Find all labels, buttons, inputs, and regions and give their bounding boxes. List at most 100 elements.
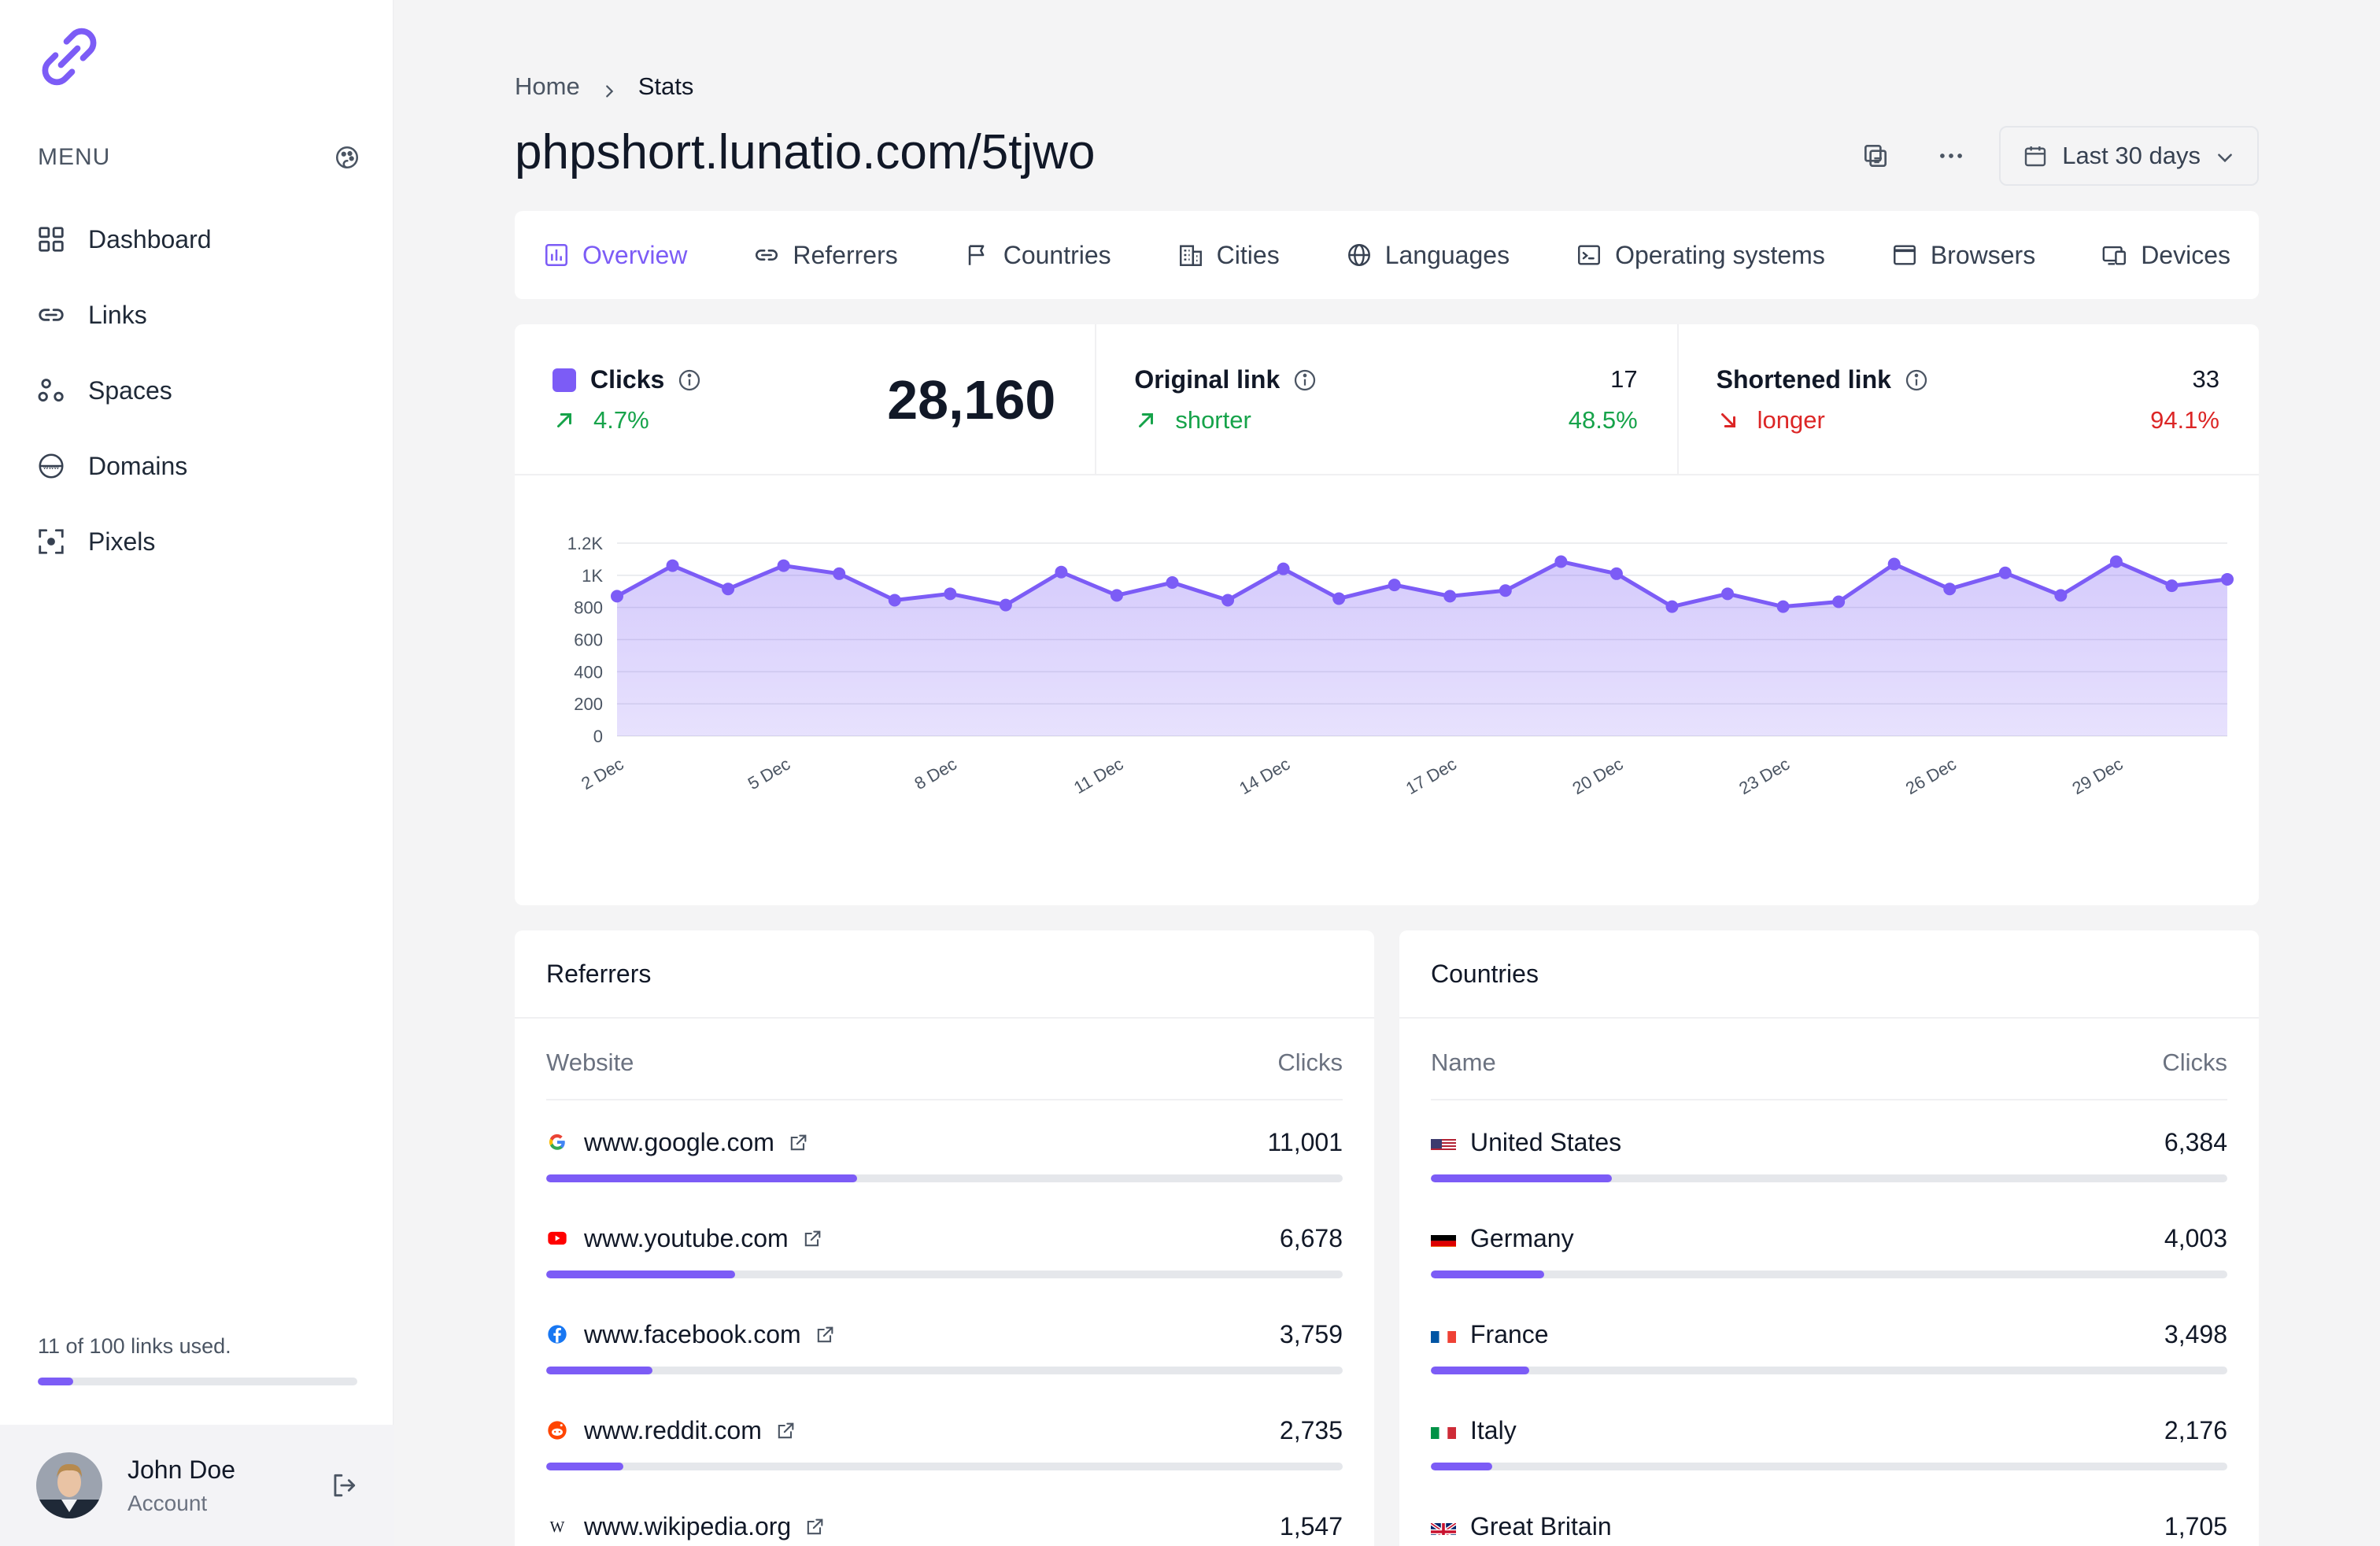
stat-delta: longer [1757,406,1825,434]
stat-delta: 4.7% [593,406,649,434]
column-header: Clicks [2162,1049,2227,1076]
list-item: Great Britain 1,705 [1431,1508,2227,1546]
grid-icon [36,224,66,254]
flag-icon [964,242,991,268]
avatar[interactable] [36,1452,102,1518]
de-flag-icon [1431,1230,1456,1247]
stat-value: 17 [1610,365,1638,393]
share-bar-fill [546,1463,624,1470]
data-point [1721,587,1735,601]
x-tick-label: 26 Dec [1902,754,1960,799]
date-range-dropdown[interactable]: Last 30 days [1999,126,2259,186]
external-link-icon[interactable] [787,1131,809,1153]
tab-overview[interactable]: Overview [543,211,687,299]
referrer-name[interactable]: www.facebook.com [584,1319,801,1348]
data-point [1166,576,1179,590]
menu-header: MENU [38,142,360,173]
external-link-icon[interactable] [774,1419,796,1441]
theme-toggle-icon[interactable] [334,144,360,171]
external-link-icon[interactable] [804,1515,826,1537]
data-point [944,587,957,601]
shortened-link-stat: Shortened link longer 33 94.1% [1679,324,2259,474]
copy-button[interactable] [1848,128,1903,183]
svg-text:www: www [42,463,60,472]
building-icon [1177,242,1204,268]
tab-countries[interactable]: Countries [964,211,1111,299]
sidebar-item-dashboard[interactable]: Dashboard [24,202,370,277]
tab-cities[interactable]: Cities [1177,211,1280,299]
logout-icon[interactable] [329,1470,359,1500]
series-color-swatch [552,368,576,392]
account-section[interactable]: John Doe Account [0,1425,394,1546]
youtube-icon [546,1227,568,1249]
y-tick-label: 1K [582,566,603,586]
x-tick-label: 29 Dec [2069,754,2127,799]
sidebar-item-links[interactable]: Links [24,277,370,353]
breadcrumb-home-link[interactable]: Home [515,72,580,100]
referrer-clicks: 2,735 [1279,1415,1343,1444]
app-logo-icon[interactable] [36,24,102,90]
referrer-name[interactable]: www.youtube.com [584,1223,789,1252]
share-bar-fill [1431,1174,1612,1182]
more-options-button[interactable] [1924,128,1979,183]
tab-label: Languages [1384,240,1510,269]
page-title: phpshort.lunatio.com/5tjwo [515,125,1096,179]
share-bar [546,1463,1343,1470]
data-point [1110,589,1123,602]
referrer-name[interactable]: www.reddit.com [584,1415,762,1444]
summary-stats: Clicks 4.7% 28,160 Original link shorter [515,324,2259,475]
referrer-clicks: 11,001 [1267,1127,1343,1156]
sidebar: MENU Dashboard Links Spaces www Domains … [0,0,394,1546]
referrer-name[interactable]: www.google.com [584,1127,774,1156]
list-item: www.google.com 11,001 [546,1124,1343,1220]
share-bar-fill [1431,1367,1530,1374]
x-tick-label: 20 Dec [1569,754,1627,799]
data-point [2221,572,2234,586]
sidebar-item-label: Domains [88,451,188,480]
calendar-icon [2023,143,2048,168]
sidebar-item-domains[interactable]: www Domains [24,428,370,504]
browser-icon [1891,242,1918,268]
country-clicks: 2,176 [2164,1415,2227,1444]
data-point [1832,595,1846,608]
tab-browsers[interactable]: Browsers [1891,211,2035,299]
tab-devices[interactable]: Devices [2101,211,2230,299]
tab-referrers[interactable]: Referrers [753,211,898,299]
tab-operating-systems[interactable]: Operating systems [1576,211,1825,299]
more-horizontal-icon [1940,153,1963,158]
data-point [2109,555,2123,568]
usage-text: 11 of 100 links used. [38,1334,231,1358]
data-point [611,590,623,603]
data-point [1499,584,1512,597]
external-link-icon[interactable] [814,1323,836,1345]
data-point [2054,589,2068,602]
info-icon[interactable] [1904,368,1929,393]
info-icon[interactable] [677,368,702,393]
referrers-list: www.google.com 11,001 www.youtube.com 6,… [546,1124,1343,1546]
data-point [833,567,846,580]
data-point [1609,567,1623,580]
info-icon[interactable] [1292,368,1318,393]
tab-label: Browsers [1930,240,2036,269]
tab-label: Referrers [793,240,898,269]
stat-delta: shorter [1175,406,1251,434]
sidebar-item-pixels[interactable]: Pixels [24,504,370,579]
x-tick-label: 5 Dec [745,754,793,793]
share-bar [1431,1174,2227,1182]
data-point [2165,579,2179,593]
data-point [1776,600,1790,613]
globe-icon [1346,242,1373,268]
stat-percent: 48.5% [1568,406,1638,434]
y-tick-label: 800 [574,598,603,618]
sidebar-item-spaces[interactable]: Spaces [24,353,370,428]
country-name: Italy [1470,1415,1517,1444]
y-tick-label: 600 [574,631,603,650]
external-link-icon[interactable] [801,1227,823,1249]
clicks-total: 28,160 [887,369,1056,431]
tab-languages[interactable]: Languages [1346,211,1510,299]
referrer-name[interactable]: www.wikipedia.org [584,1511,792,1540]
bar-chart-icon [543,242,570,268]
share-bar-fill [1431,1270,1544,1278]
data-point [888,594,901,607]
country-name: Germany [1470,1223,1574,1252]
